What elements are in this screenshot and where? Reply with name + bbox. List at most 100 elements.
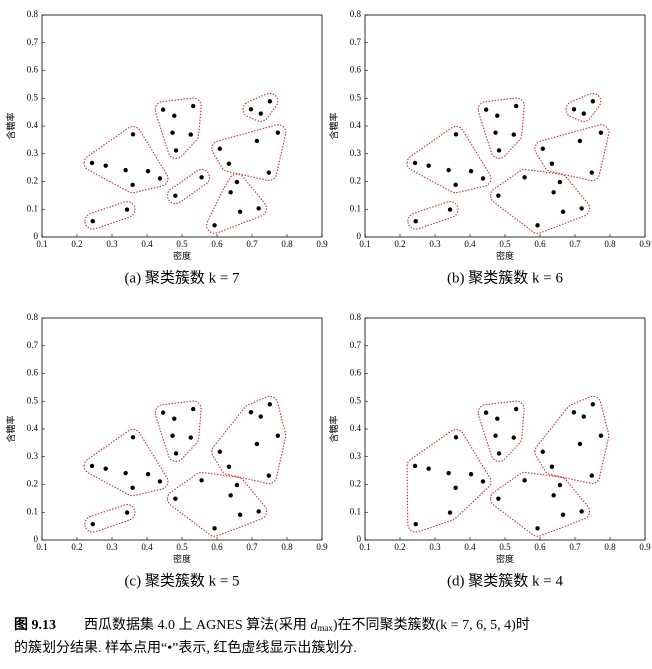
data-point [589,473,594,478]
x-tick-label: 0.7 [246,542,258,552]
data-point [256,206,261,211]
data-point [551,190,556,195]
x-tick-label: 0.9 [316,542,328,552]
data-point [145,472,151,477]
cluster-boundary [84,503,136,533]
data-point [237,209,243,214]
x-axis-label: 密度 [173,553,191,564]
data-point [275,130,281,135]
data-point [549,161,555,166]
caption-text: 西瓜数据集 4.0 上 AGNES 算法(采用 [84,616,310,633]
data-point [90,218,95,224]
data-point [258,414,263,419]
y-tick-label: 0.8 [27,9,39,19]
y-axis-label: 含糖率 [328,112,339,139]
data-point [103,466,108,471]
plot-frame [364,317,646,541]
data-point [581,111,586,116]
data-point [89,463,95,469]
data-point [172,416,177,421]
y-tick-label: 0.3 [350,148,362,158]
data-point [453,485,458,491]
x-tick-label: 0.5 [176,239,188,249]
x-tick-label: 0.5 [499,542,511,552]
y-tick-label: 0.8 [27,312,39,322]
data-point [480,176,486,181]
data-point [266,473,271,478]
data-point [453,435,459,440]
data-point [130,182,135,188]
x-tick-label: 0.4 [464,239,476,249]
data-point [254,138,260,144]
cluster-boundary [242,92,279,123]
subplot-caption: (c) 聚类簇数 k = 5 [124,571,239,589]
cluster-boundary [406,428,492,533]
data-point [535,526,540,531]
y-tick-label: 0.5 [350,92,362,102]
data-point [124,207,130,212]
data-point [514,406,519,412]
data-point [130,485,135,491]
data-point [267,99,273,104]
cluster-boundary [489,471,591,537]
data-point [123,167,128,173]
data-point [226,161,232,166]
x-tick-label: 0.1 [36,542,47,552]
cluster-boundary [534,395,610,485]
y-tick-label: 0.6 [27,65,39,75]
cluster-boundary [211,395,287,485]
data-point [551,493,556,498]
y-tick-label: 0.7 [27,340,39,350]
x-tick-label: 0.8 [281,239,293,249]
y-tick-label: 0.5 [350,395,362,405]
y-tick-label: 0.2 [350,176,361,186]
plot-frame [41,317,323,541]
data-point [522,175,527,180]
x-tick-label: 0.3 [429,542,441,552]
caption-subscript: max [317,623,333,633]
data-point [173,451,179,456]
y-tick-label: 0 [34,534,39,544]
data-point [557,179,563,185]
data-point [511,132,516,137]
data-point [217,146,222,151]
data-point [447,207,453,212]
data-point [237,512,243,517]
y-tick-label: 0.8 [350,9,362,19]
x-tick-label: 0.9 [639,542,651,552]
x-tick-label: 0.6 [534,542,546,552]
x-tick-label: 0.1 [359,542,370,552]
data-point [495,113,500,118]
x-tick-label: 0.6 [211,542,223,552]
data-point [590,402,596,407]
data-point [258,111,263,116]
cluster-boundary [211,124,287,182]
cluster-boundary [477,400,525,462]
x-tick-label: 0.1 [359,239,370,249]
x-tick-label: 0.4 [141,542,153,552]
data-point [191,103,196,109]
data-point [226,464,232,469]
data-point [228,190,233,195]
data-point [90,521,95,527]
data-point [254,441,260,447]
cluster-boundary [407,200,459,230]
x-tick-label: 0.8 [604,239,616,249]
y-tick-label: 0.3 [27,148,39,158]
data-point [522,478,527,483]
data-point [493,130,498,135]
data-point [560,512,566,517]
data-point [172,113,177,118]
data-point [173,496,178,501]
y-tick-label: 0.6 [27,368,39,378]
y-tick-label: 0.6 [350,65,362,75]
data-point [157,176,163,181]
data-point [248,107,254,112]
data-point [173,148,179,153]
y-tick-label: 0.7 [350,37,362,47]
y-tick-label: 0.5 [27,395,39,405]
data-point [412,463,418,469]
data-point [103,163,108,168]
data-point [581,414,586,419]
